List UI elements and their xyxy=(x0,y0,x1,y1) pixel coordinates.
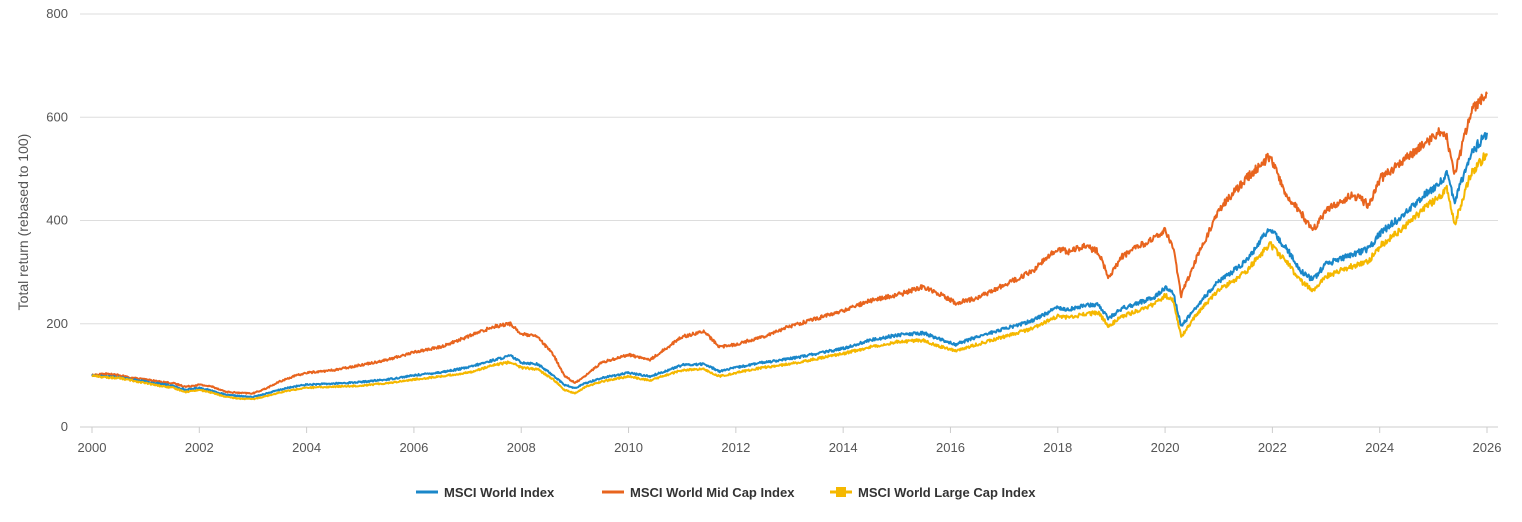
x-tick-label: 2018 xyxy=(1043,440,1072,455)
series-lines xyxy=(91,91,1488,401)
y-tick-label: 600 xyxy=(46,109,68,124)
x-tick-label: 2000 xyxy=(78,440,107,455)
y-axis: 0 200 400 600 800 xyxy=(46,6,68,434)
x-tick-label: 2014 xyxy=(829,440,858,455)
x-tick-label: 2012 xyxy=(721,440,750,455)
x-tick-label: 2004 xyxy=(292,440,321,455)
x-tick-label: 2008 xyxy=(507,440,536,455)
x-tick-label: 2016 xyxy=(936,440,965,455)
x-tick-label: 2022 xyxy=(1258,440,1287,455)
legend-item[interactable]: MSCI World Mid Cap Index xyxy=(602,485,795,500)
y-tick-label: 400 xyxy=(46,213,68,228)
legend: MSCI World Index MSCI World Mid Cap Index… xyxy=(416,485,1036,500)
series-line-msci-world-index xyxy=(91,132,1488,399)
x-tick-label: 2020 xyxy=(1151,440,1180,455)
x-tick-label: 2002 xyxy=(185,440,214,455)
y-tick-label: 200 xyxy=(46,316,68,331)
x-tick-label: 2010 xyxy=(614,440,643,455)
gridlines xyxy=(80,13,1498,428)
legend-label: MSCI World Mid Cap Index xyxy=(630,485,795,500)
y-axis-title: Total return (rebased to 100) xyxy=(15,134,31,311)
series-line-msci-world-large-cap-index xyxy=(91,152,1488,401)
legend-item[interactable]: MSCI World Large Cap Index xyxy=(830,485,1036,500)
x-tick-label: 2024 xyxy=(1365,440,1394,455)
series-line-msci-world-mid-cap-index xyxy=(91,91,1488,395)
legend-label: MSCI World Large Cap Index xyxy=(858,485,1036,500)
x-tick-label: 2006 xyxy=(399,440,428,455)
legend-item[interactable]: MSCI World Index xyxy=(416,485,555,500)
y-tick-label: 0 xyxy=(61,419,68,434)
x-tick-label: 2026 xyxy=(1473,440,1502,455)
legend-label: MSCI World Index xyxy=(444,485,555,500)
x-axis: 2000 2002 2004 2006 2008 2010 2012 2014 2016 2018… xyxy=(78,427,1502,455)
y-tick-label: 800 xyxy=(46,6,68,21)
legend-marker xyxy=(836,487,846,497)
